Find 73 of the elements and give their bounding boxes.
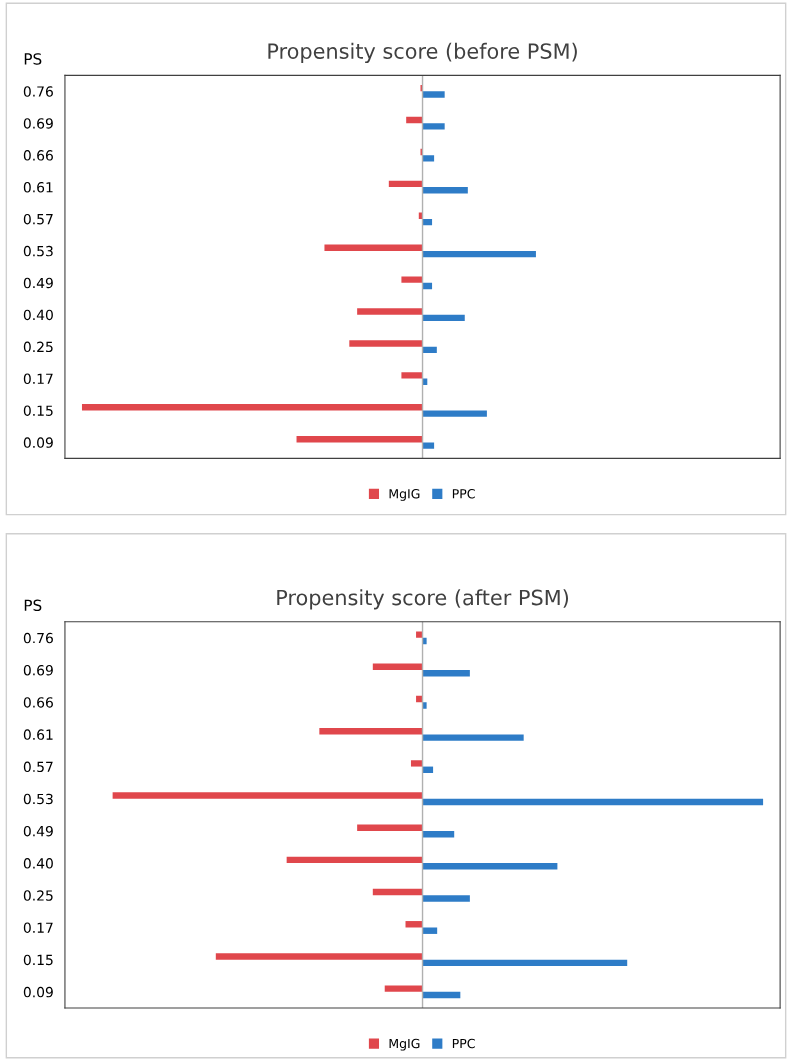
bar xyxy=(422,959,628,967)
y-tick-label: 0.76 xyxy=(23,86,53,97)
bar xyxy=(422,734,524,741)
bar xyxy=(422,410,487,417)
legend-label: MgIG xyxy=(389,1038,420,1051)
bar xyxy=(357,308,423,315)
bar xyxy=(422,187,468,194)
bar xyxy=(422,863,558,870)
bar xyxy=(416,631,423,638)
y-tick-label: 0.69 xyxy=(23,118,53,129)
bar xyxy=(372,888,423,896)
y-tick-label: 0.25 xyxy=(23,890,53,901)
y-tick-label: 0.17 xyxy=(23,922,53,933)
y-tick-label: 0.66 xyxy=(23,150,53,161)
bar xyxy=(296,436,423,443)
bar xyxy=(422,991,461,999)
bar xyxy=(422,155,435,162)
chart-title: Propensity score (after PSM) xyxy=(277,589,569,610)
legend-label: PPC xyxy=(452,488,475,499)
y-axis-title: PS xyxy=(24,53,42,65)
bar xyxy=(410,760,423,767)
bar xyxy=(372,663,423,671)
bar xyxy=(422,798,764,806)
bar xyxy=(286,856,423,864)
bar xyxy=(401,276,423,283)
bar xyxy=(81,404,423,411)
bar xyxy=(422,91,445,98)
bar xyxy=(422,123,445,130)
y-tick-label: 0.57 xyxy=(23,213,53,225)
bar xyxy=(319,727,423,735)
bar xyxy=(420,84,423,92)
y-tick-label: 0.69 xyxy=(23,664,53,676)
bar xyxy=(215,953,423,960)
y-tick-label: 0.53 xyxy=(23,793,53,805)
y-tick-label: 0.53 xyxy=(23,245,53,257)
y-tick-label: 0.76 xyxy=(23,632,53,644)
y-tick-label: 0.61 xyxy=(23,729,53,740)
bar xyxy=(357,824,423,831)
bar xyxy=(422,346,437,354)
bar xyxy=(422,250,536,258)
legend-label: MgIG xyxy=(389,488,420,501)
bar xyxy=(406,116,423,124)
y-tick-label: 0.66 xyxy=(23,697,53,708)
y-tick-label: 0.49 xyxy=(23,277,53,289)
bar xyxy=(324,244,423,251)
bar xyxy=(422,927,438,934)
y-tick-label: 0.09 xyxy=(23,437,53,448)
y-tick-label: 0.25 xyxy=(23,341,53,353)
y-tick-label: 0.57 xyxy=(23,761,53,773)
chart-title: Propensity score (before PSM) xyxy=(268,42,577,63)
bar xyxy=(422,830,455,838)
bar xyxy=(422,442,435,449)
bar xyxy=(349,340,423,347)
bar xyxy=(420,148,423,156)
y-tick-label: 0.49 xyxy=(23,825,53,837)
bar xyxy=(422,895,470,902)
y-tick-label: 0.40 xyxy=(23,309,53,321)
bar xyxy=(401,372,423,379)
bar xyxy=(422,670,470,677)
y-tick-label: 0.17 xyxy=(23,373,53,385)
y-tick-label: 0.09 xyxy=(23,986,53,998)
y-axis-title: PS xyxy=(24,599,42,612)
bar xyxy=(422,637,427,645)
y-tick-label: 0.15 xyxy=(23,405,53,416)
y-tick-label: 0.40 xyxy=(23,858,53,869)
bar xyxy=(422,314,465,322)
y-tick-label: 0.15 xyxy=(23,954,53,966)
y-tick-label: 0.61 xyxy=(23,182,53,193)
bar xyxy=(112,792,423,799)
bar xyxy=(422,702,427,709)
bar xyxy=(384,985,423,992)
legend-label: PPC xyxy=(452,1038,475,1049)
bar xyxy=(388,180,423,188)
